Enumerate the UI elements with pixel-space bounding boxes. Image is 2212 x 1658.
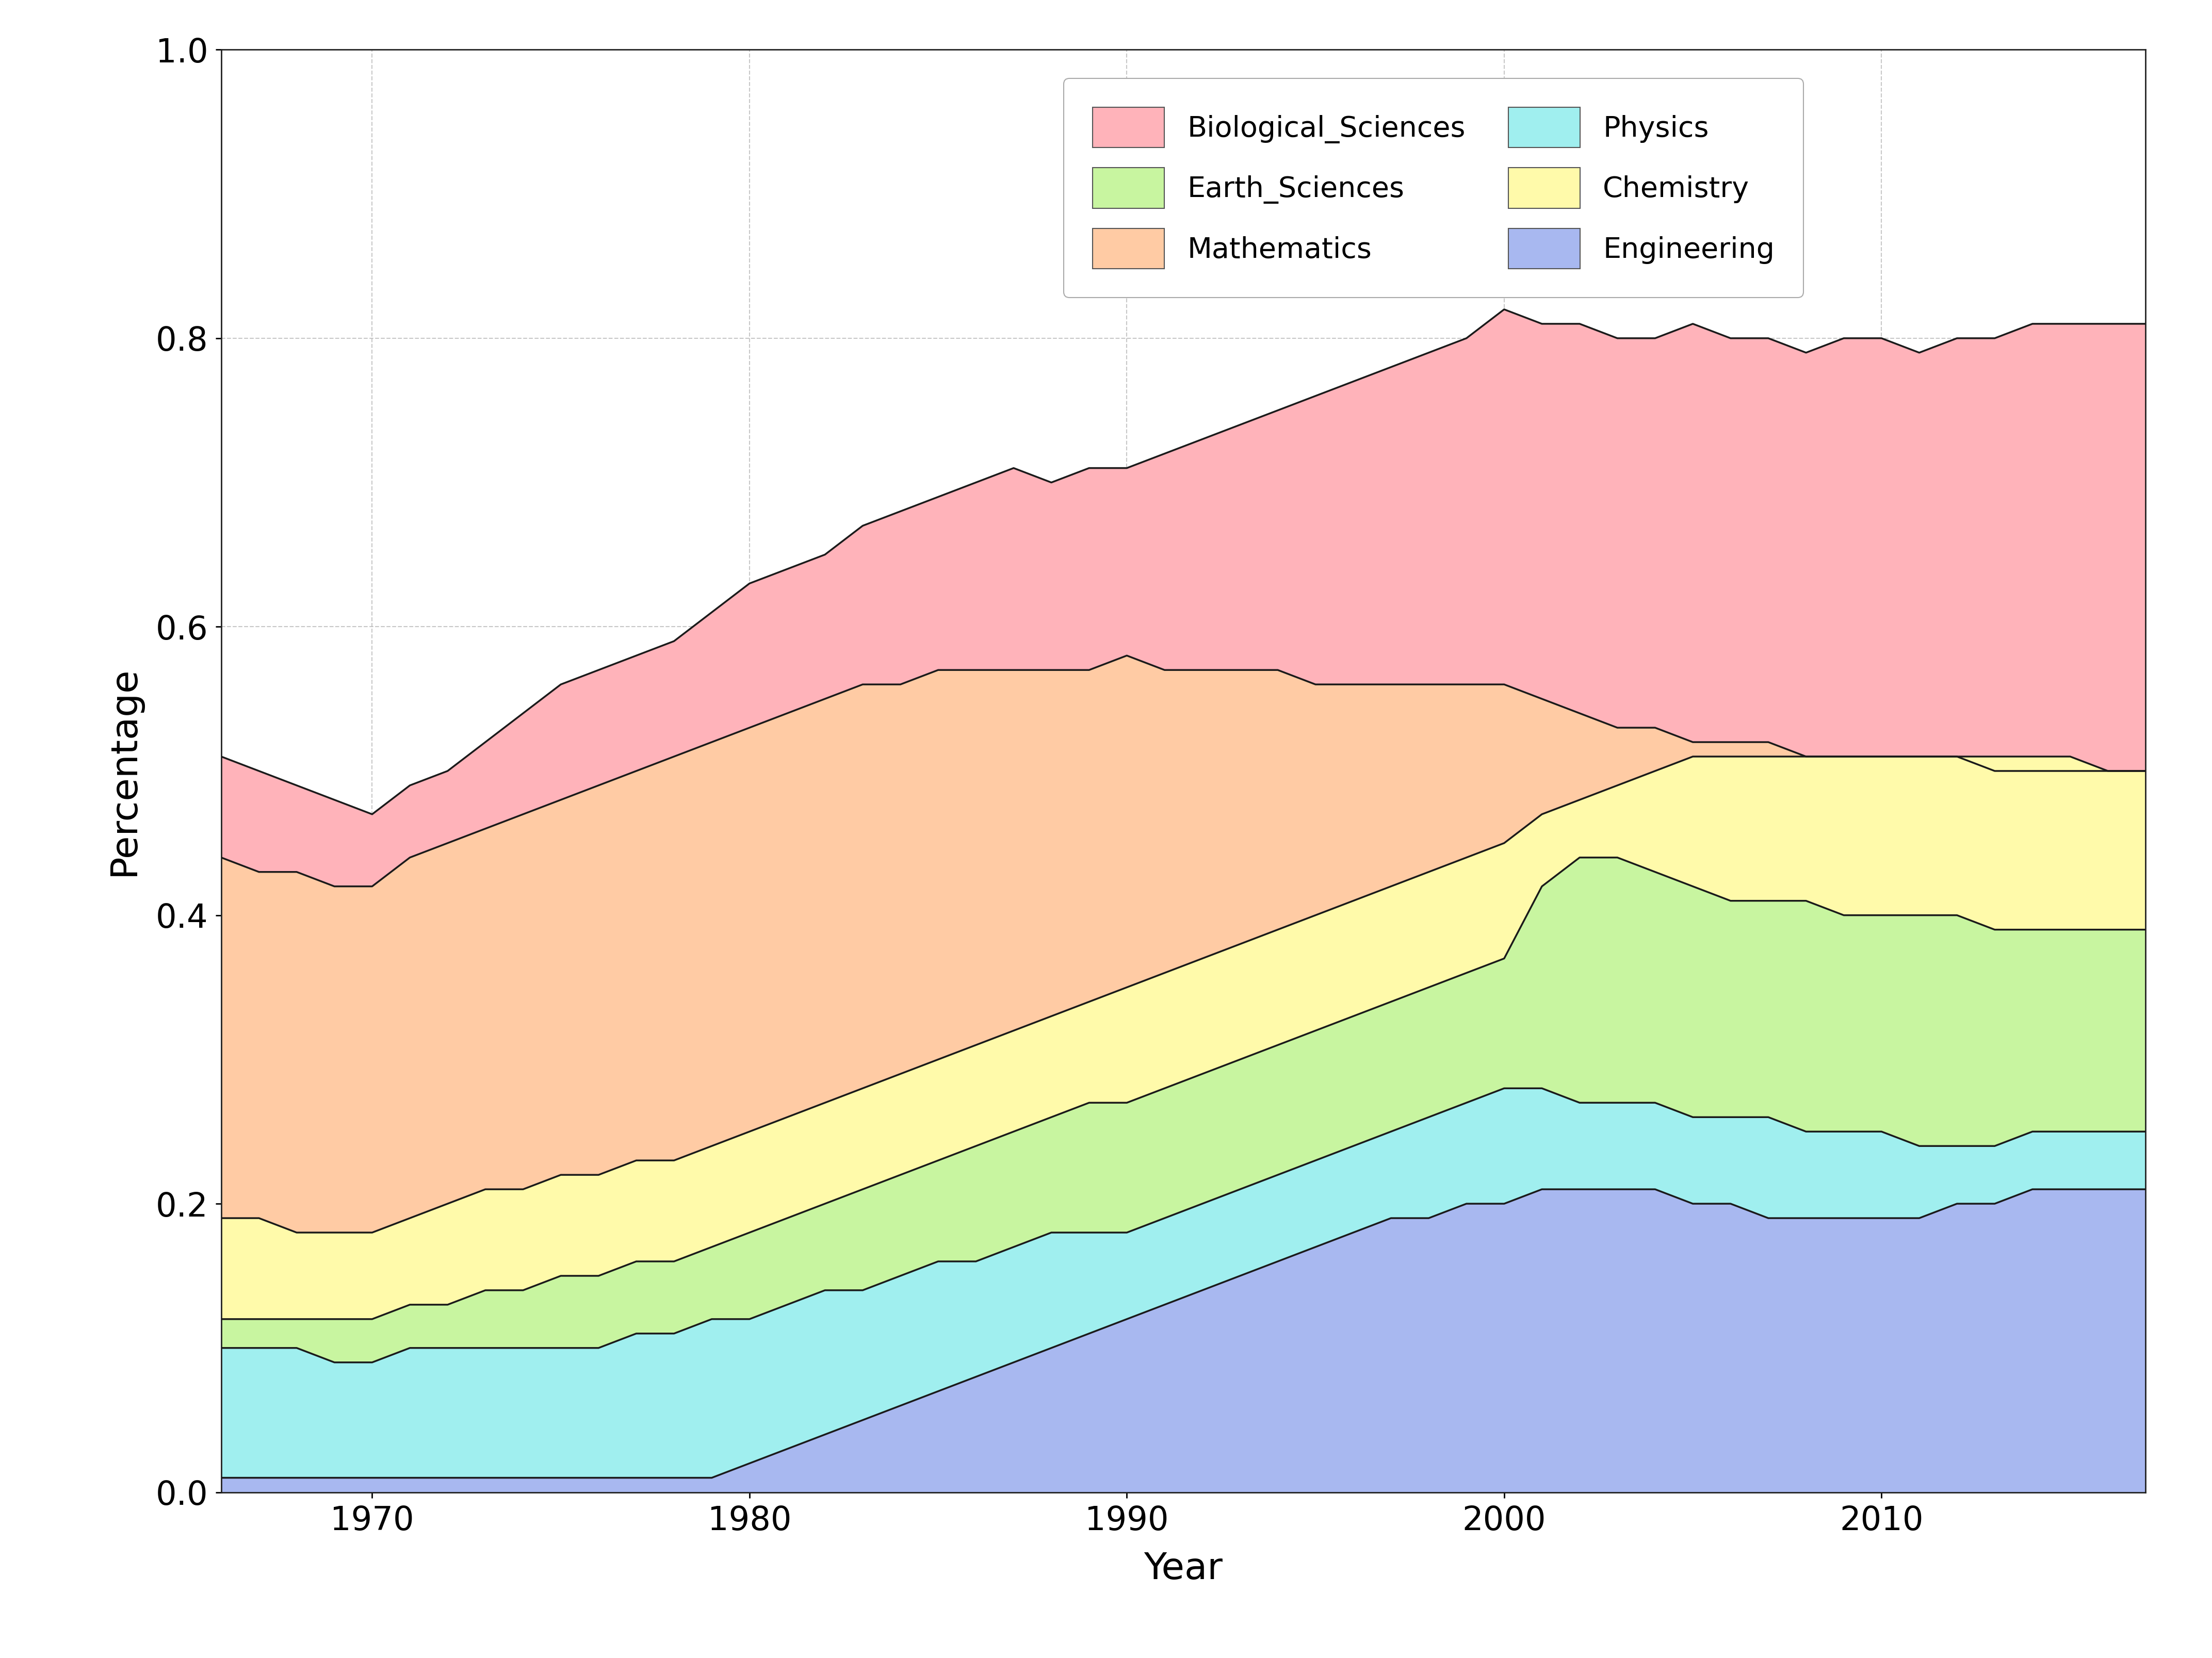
Y-axis label: Percentage: Percentage xyxy=(106,667,142,875)
Legend: Biological_Sciences, Earth_Sciences, Mathematics, Physics, Chemistry, Engineerin: Biological_Sciences, Earth_Sciences, Mat… xyxy=(1064,78,1803,297)
X-axis label: Year: Year xyxy=(1144,1552,1223,1587)
